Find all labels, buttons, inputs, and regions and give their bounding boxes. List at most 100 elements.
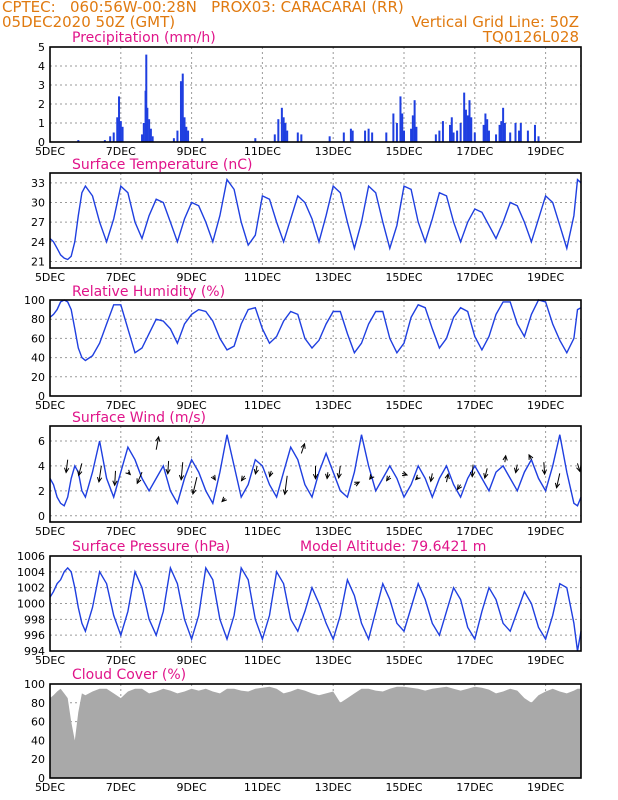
x-tick-label: 7DEC <box>106 399 136 412</box>
x-tick-label: 13DEC <box>315 654 352 667</box>
y-tick-label: 998 <box>24 613 45 626</box>
wind-vector <box>471 464 474 477</box>
precip-bar <box>145 54 148 142</box>
wind-arrowhead <box>528 453 534 460</box>
precip-bar <box>466 115 469 142</box>
precip-bar <box>149 128 152 142</box>
x-tick-label: 15DEC <box>385 271 422 284</box>
wind-vector <box>78 463 83 476</box>
precip-bar <box>121 126 124 142</box>
panel-title: Relative Humidity (%) <box>72 284 225 300</box>
y-tick-label: 100 <box>24 294 45 307</box>
wind-vector <box>167 460 170 474</box>
x-tick-label: 15DEC <box>385 145 422 158</box>
precip-bar <box>502 107 505 142</box>
x-tick-label: 7DEC <box>106 145 136 158</box>
panel-frame <box>49 46 582 143</box>
x-tick-label: 11DEC <box>244 145 281 158</box>
x-tick-label: 13DEC <box>315 781 352 794</box>
wind-arrowhead <box>444 472 450 480</box>
y-tick-label: 80 <box>31 313 45 326</box>
precip-bar <box>468 100 471 142</box>
precip-bar <box>342 132 345 142</box>
y-tick-label: 3 <box>38 79 45 92</box>
x-tick-label: 19DEC <box>527 654 564 667</box>
wind-arrowhead <box>77 470 83 477</box>
x-tick-label: 17DEC <box>456 781 493 794</box>
wind-arrowhead <box>64 467 70 474</box>
precip-bar <box>413 100 416 142</box>
precip-bar <box>452 132 455 142</box>
precip-bar <box>109 136 112 142</box>
precip-bar <box>277 119 280 142</box>
precip-bar <box>371 132 374 142</box>
y-tick-label: 40 <box>31 352 45 365</box>
panel-title: Surface Wind (m/s) <box>72 410 206 426</box>
x-tick-label: 19DEC <box>527 399 564 412</box>
wind-arrowhead <box>253 468 259 476</box>
x-tick-label: 5DEC <box>35 781 65 794</box>
x-tick-label: 5DEC <box>35 399 65 412</box>
panel-title: Precipitation (mm/h) <box>72 30 216 46</box>
y-tick-label: 994 <box>24 645 45 658</box>
precip-bar <box>118 96 121 142</box>
panel-title: Surface Temperature (nC) <box>72 157 253 173</box>
wind-arrowhead <box>402 471 409 477</box>
precip-bar <box>364 130 367 142</box>
y-tick-label: 1 <box>38 117 45 130</box>
header-model-id: TQ0126L028 <box>482 28 579 46</box>
precip-bar <box>77 140 80 142</box>
x-tick-label: 13DEC <box>315 399 352 412</box>
x-tick-label: 13DEC <box>315 145 352 158</box>
y-tick-label: 0 <box>38 772 45 785</box>
x-tick-label: 19DEC <box>527 525 564 538</box>
x-tick-label: 15DEC <box>385 781 422 794</box>
x-tick-label: 17DEC <box>456 654 493 667</box>
x-tick-label: 9DEC <box>177 525 207 538</box>
precip-bar <box>254 138 257 142</box>
wind-arrowhead <box>240 475 247 482</box>
x-tick-label: 13DEC <box>315 525 352 538</box>
y-tick-label: 4 <box>38 60 45 73</box>
y-tick-label: 20 <box>31 753 45 766</box>
x-tick-label: 17DEC <box>456 271 493 284</box>
wind-vector <box>284 475 288 495</box>
x-tick-label: 11DEC <box>244 525 281 538</box>
precip-bar <box>473 132 476 142</box>
y-tick-label: 1006 <box>17 550 45 563</box>
wind-arrowhead <box>513 467 520 474</box>
precip-bar <box>526 130 529 142</box>
precip-bar <box>449 124 452 142</box>
precip-bar <box>450 117 453 142</box>
y-tick-label: 40 <box>31 734 45 747</box>
x-tick-label: 11DEC <box>244 654 281 667</box>
x-tick-label: 9DEC <box>177 654 207 667</box>
precip-bar <box>415 126 418 142</box>
y-tick-label: 2 <box>38 485 45 498</box>
x-tick-label: 19DEC <box>527 781 564 794</box>
wind-arrowhead <box>125 469 132 476</box>
x-tick-label: 17DEC <box>456 525 493 538</box>
pres-line <box>49 565 582 652</box>
header-date: 05DEC2020 50Z (GMT) <box>2 13 176 31</box>
precip-bar <box>141 134 144 142</box>
y-tick-label: 1002 <box>17 582 45 595</box>
x-tick-label: 15DEC <box>385 654 422 667</box>
y-tick-label: 60 <box>31 332 45 345</box>
precip-bar <box>148 119 151 142</box>
y-tick-label: 20 <box>31 371 45 384</box>
wind-vector <box>155 436 160 450</box>
wind-line <box>49 434 582 507</box>
wind-arrowhead <box>456 484 463 491</box>
x-tick-label: 11DEC <box>244 399 281 412</box>
precip-bar <box>183 117 186 142</box>
precip-bar <box>328 136 331 142</box>
wind-arrowhead <box>155 435 161 442</box>
precip-bar <box>484 113 487 142</box>
precip-bar <box>385 132 388 142</box>
wind-vector <box>576 463 581 472</box>
x-tick-label: 9DEC <box>177 399 207 412</box>
temp-line <box>49 177 582 261</box>
precip-bar <box>399 96 402 142</box>
